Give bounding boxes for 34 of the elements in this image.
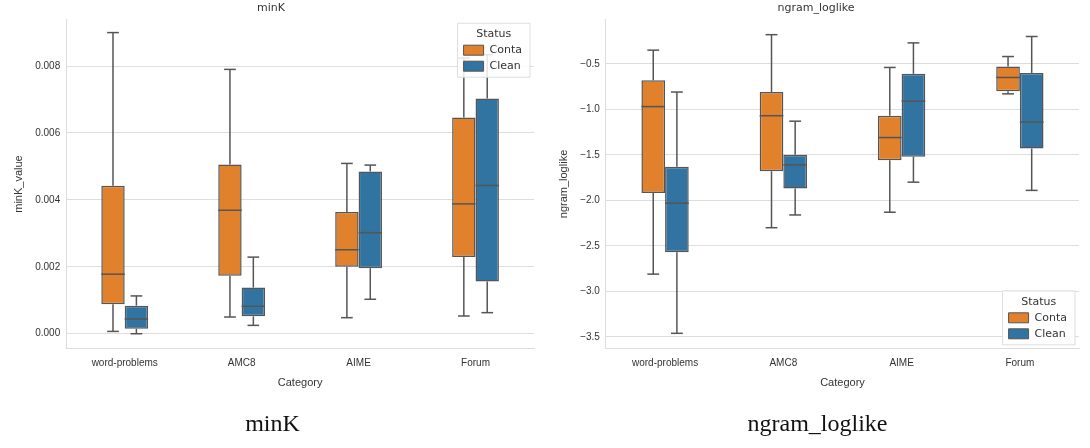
legend-label: Conta xyxy=(489,43,522,57)
x-tick-label: AMC8 xyxy=(227,356,256,368)
x-axis-title: Category xyxy=(819,376,865,389)
y-axis-title: minK_value xyxy=(11,155,24,213)
x-tick-label: AIME xyxy=(345,356,371,368)
text: ngram_loglike xyxy=(747,410,888,437)
x-tick-label: word-problems xyxy=(630,356,698,368)
legend-title: Status xyxy=(475,27,512,41)
y-tick-label: −0.5 xyxy=(579,57,600,69)
legend-title: Status xyxy=(1020,294,1057,308)
y-tick-label: 0.002 xyxy=(34,260,61,272)
x-tick-label: Forum xyxy=(460,356,490,368)
y-tick-label: 0.008 xyxy=(34,59,61,71)
y-tick-label: −2.0 xyxy=(579,194,600,206)
legend-label: Clean xyxy=(1034,326,1066,340)
y-tick-label: −3.0 xyxy=(579,285,600,297)
legend-label: Conta xyxy=(1034,310,1067,324)
x-tick-label: AIME xyxy=(888,356,914,368)
y-tick-label: −1.0 xyxy=(579,103,600,115)
x-tick-label: Forum xyxy=(1004,356,1034,368)
y-axis-title: ngram_loglike xyxy=(556,149,569,219)
y-tick-label: −3.5 xyxy=(579,330,600,342)
x-tick-label: word-problems xyxy=(90,356,158,368)
chart-title: ngram_loglike xyxy=(776,1,855,15)
text: minK xyxy=(245,410,300,437)
y-tick-label: −2.5 xyxy=(579,239,600,251)
y-tick-label: 0.004 xyxy=(34,193,61,205)
chart-title: minK xyxy=(256,1,286,15)
y-tick-label: 0.000 xyxy=(34,327,61,339)
x-tick-label: AMC8 xyxy=(768,356,798,368)
y-tick-label: −1.5 xyxy=(579,148,600,160)
x-axis-title: Category xyxy=(277,376,323,389)
legend-label: Clean xyxy=(489,59,521,73)
y-tick-label: 0.006 xyxy=(34,126,61,138)
